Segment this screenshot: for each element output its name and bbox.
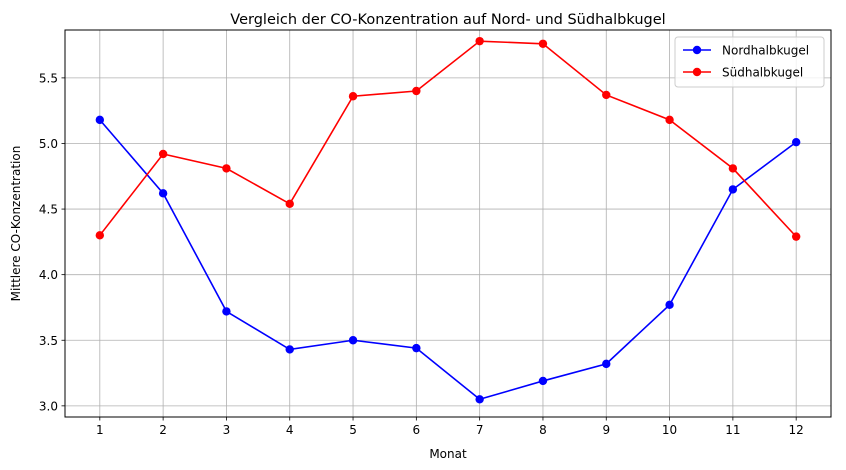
data-point-nordhalbkugel	[222, 307, 231, 316]
x-tick-label: 12	[789, 423, 804, 437]
x-tick-label: 10	[662, 423, 677, 437]
series-line-suedhalbkugel	[99, 40, 797, 238]
plot-area-frame	[64, 29, 832, 418]
data-point-nordhalbkugel	[791, 137, 801, 147]
data-point-nordhalbkugel	[348, 336, 358, 345]
data-point-suedhalbkugel	[791, 232, 801, 241]
data-point-suedhalbkugel	[602, 90, 611, 100]
x-tick-label: 5	[349, 423, 357, 437]
data-point-nordhalbkugel	[538, 376, 548, 386]
data-point-nordhalbkugel	[728, 185, 738, 194]
data-point-suedhalbkugel	[158, 149, 168, 159]
y-tick-label: 4.5	[39, 203, 58, 217]
series-lines	[95, 36, 801, 404]
x-tick-label: 8	[539, 423, 547, 437]
chart-title: Vergleich der CO-Konzentration auf Nord-…	[230, 12, 665, 28]
data-point-suedhalbkugel	[348, 92, 358, 101]
data-point-suedhalbkugel	[475, 36, 484, 46]
data-point-nordhalbkugel	[158, 189, 168, 198]
axis-ticks: 1 2 3 4 5 6 7 8 9 10 11 123.03.54.04.55.05.5	[39, 71, 804, 437]
data-point-suedhalbkugel	[728, 164, 738, 173]
legend-marker-suedhalbkugel	[692, 67, 702, 77]
x-tick-label: 1	[96, 423, 104, 437]
legend-box	[674, 36, 825, 88]
data-point-suedhalbkugel	[222, 164, 231, 173]
data-point-suedhalbkugel	[285, 199, 294, 209]
x-tick-label: 7	[476, 423, 484, 437]
data-point-nordhalbkugel	[475, 395, 484, 404]
y-tick-label: 5.0	[39, 137, 58, 151]
y-tick-label: 3.5	[39, 334, 58, 348]
data-point-nordhalbkugel	[412, 343, 421, 353]
series-line-nordhalbkugel	[99, 119, 797, 401]
x-tick-label: 11	[725, 423, 740, 437]
x-tick-label: 4	[286, 423, 294, 437]
data-point-suedhalbkugel	[95, 231, 105, 240]
data-point-nordhalbkugel	[95, 115, 105, 125]
x-tick-label: 3	[223, 423, 231, 437]
x-tick-label: 2	[159, 423, 167, 437]
y-axis-label: Mittlere CO-Konzentration	[9, 146, 23, 302]
legend: Nordhalbkugel Südhalbkugel	[674, 36, 825, 88]
data-point-nordhalbkugel	[285, 345, 294, 354]
x-tick-label: 9	[602, 423, 610, 437]
x-axis-label: Monat	[429, 447, 467, 461]
data-point-nordhalbkugel	[602, 359, 611, 369]
legend-label-nordhalbkugel: Nordhalbkugel	[722, 44, 809, 58]
data-point-suedhalbkugel	[538, 39, 548, 48]
x-tick-label: 6	[413, 423, 421, 437]
legend-label-suedhalbkugel: Südhalbkugel	[722, 66, 803, 80]
data-point-nordhalbkugel	[665, 300, 674, 310]
y-tick-label: 5.5	[39, 71, 58, 85]
data-point-suedhalbkugel	[665, 115, 674, 125]
data-point-suedhalbkugel	[412, 86, 421, 96]
legend-marker-nordhalbkugel	[692, 45, 702, 55]
y-tick-label: 4.0	[39, 268, 58, 282]
y-tick-label: 3.0	[39, 399, 58, 413]
